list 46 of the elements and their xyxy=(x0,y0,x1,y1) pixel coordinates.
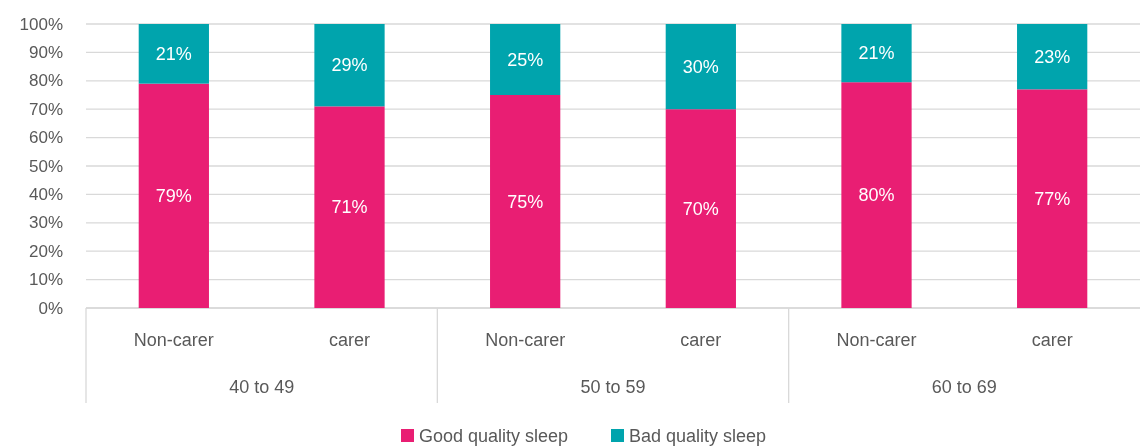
bar xyxy=(841,82,912,308)
data-label: 23% xyxy=(1034,46,1071,67)
y-tick-label: 10% xyxy=(28,270,63,290)
x-tick-label: carer xyxy=(328,330,371,350)
y-tick-label: 30% xyxy=(28,213,63,233)
data-label: 71% xyxy=(331,197,368,218)
bar xyxy=(1017,24,1088,90)
data-label: 75% xyxy=(507,191,544,212)
data-label: 70% xyxy=(682,198,719,219)
y-tick-label: 40% xyxy=(28,184,63,204)
y-tick-label: 50% xyxy=(28,156,63,176)
bar xyxy=(841,24,912,83)
x-tick-label: carer xyxy=(680,330,722,350)
data-label: 21% xyxy=(155,43,192,64)
y-tick-label: 80% xyxy=(28,71,63,91)
data-label: 21% xyxy=(858,43,895,64)
data-label: 77% xyxy=(1034,188,1071,209)
y-tick-label: 100% xyxy=(19,14,63,34)
y-tick-label: 0% xyxy=(38,298,63,318)
bar xyxy=(138,83,209,308)
bar xyxy=(665,109,736,308)
text: 40 to 49 xyxy=(229,377,295,397)
y-tick-label: 70% xyxy=(28,99,63,119)
data-label: 30% xyxy=(682,56,719,77)
y-tick-label: 90% xyxy=(28,42,63,62)
text: 60 to 69 xyxy=(931,377,997,397)
legend-label: Bad quality sleep xyxy=(629,426,767,446)
bar xyxy=(314,24,385,107)
text: 50 to 59 xyxy=(580,377,646,397)
x-tick-label: Non-carer xyxy=(485,330,566,350)
legend-label: Good quality sleep xyxy=(419,426,569,446)
x-tick-label: Non-carer xyxy=(836,330,917,350)
bar xyxy=(314,106,385,308)
bar xyxy=(665,24,736,110)
data-label: 79% xyxy=(155,185,192,206)
x-tick-label: carer xyxy=(1031,330,1073,350)
y-tick-label: 60% xyxy=(28,128,63,148)
bar xyxy=(138,24,209,84)
y-tick-label: 20% xyxy=(28,241,63,261)
data-label: 80% xyxy=(858,185,895,206)
bar xyxy=(490,95,561,308)
bar xyxy=(1017,89,1088,308)
data-label: 25% xyxy=(507,49,544,70)
bar xyxy=(490,24,561,95)
data-label: 29% xyxy=(331,55,368,76)
x-tick-label: Non-carer xyxy=(133,330,214,350)
